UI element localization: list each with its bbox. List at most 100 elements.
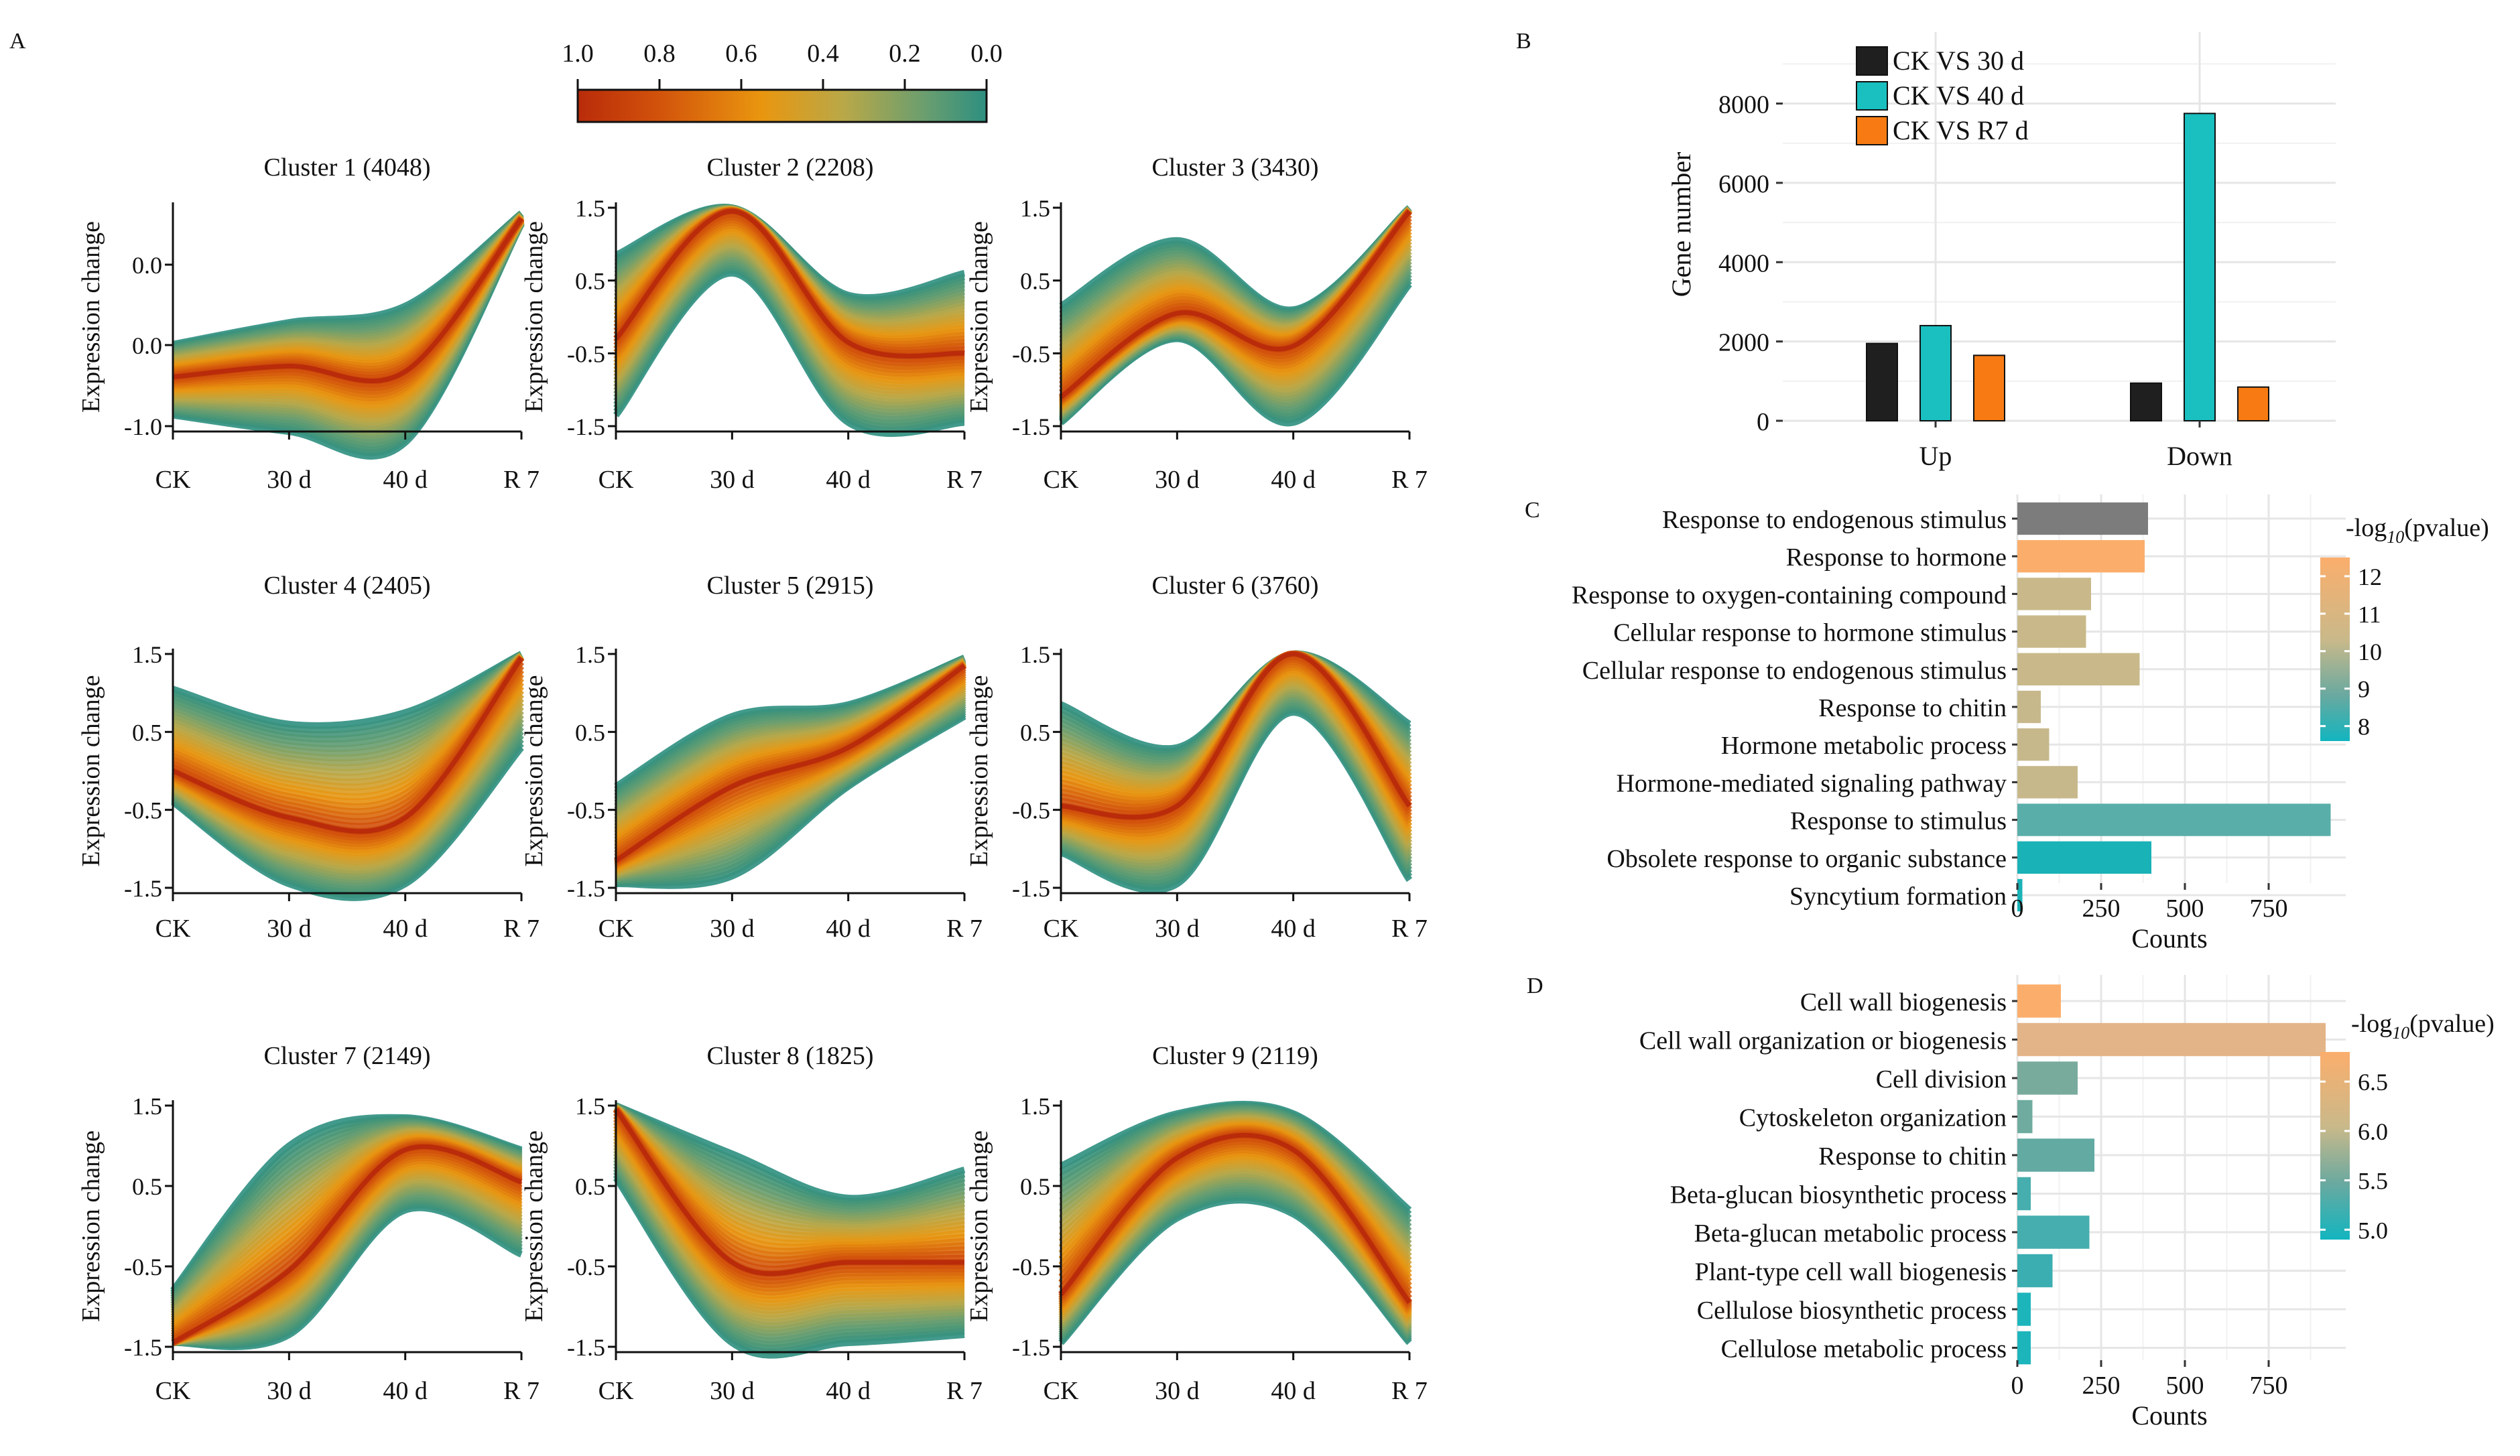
category-label: Obsolete response to organic substance (1606, 845, 2007, 873)
panel-b-bar-chart: Up Down 0 2000 4000 6000 8000 Gene number CK VS … (1666, 32, 2336, 471)
y-axis-title: Expression change (77, 675, 105, 867)
colorbar-tick-label: 9 (2358, 676, 2370, 703)
y-axis-title: Expression change (965, 675, 993, 867)
colorbar-tick-label: 12 (2358, 564, 2382, 590)
category-label: Response to hormone (1786, 543, 2007, 572)
bar (2017, 578, 2091, 610)
cluster-plot-9: Cluster 9 (2119) 1.5 0.5 -0.5 -1.5 CK 30 d 40 d… (965, 1042, 1428, 1405)
category-label: Cellulose biosynthetic process (1697, 1297, 2007, 1325)
x-tick-label: 40 d (826, 466, 871, 494)
legend-swatch (1856, 81, 1888, 111)
colorbar-title-unit: (pvalue) (2409, 1010, 2495, 1038)
cluster-center-line (615, 663, 966, 863)
category-label: Hormone metabolic process (1721, 732, 2007, 760)
colorbar-tick-label: 11 (2358, 601, 2381, 628)
bar (2017, 540, 2145, 573)
category-label: Hormone-mediated signaling pathway (1616, 769, 2007, 797)
y-tick-label: 1.5 (132, 641, 162, 668)
colorbar-tick-label: 0.6 (725, 40, 757, 68)
y-axis-title: Expression change (965, 1130, 993, 1322)
colorbar-gradient (2320, 1052, 2350, 1240)
x-tick-label: R 7 (946, 466, 983, 494)
cluster-center-line (172, 1144, 523, 1345)
x-tick-label: R 7 (946, 915, 983, 943)
y-tick-label: 1.5 (1020, 195, 1050, 222)
x-tick-label: 30 d (267, 915, 312, 943)
y-tick-label: 0.0 (132, 252, 162, 279)
colorbar-tick-label: 10 (2358, 639, 2382, 665)
bar (2237, 386, 2269, 421)
x-tick-label: 30 d (1155, 915, 1200, 943)
y-tick-label: -1.5 (1012, 1334, 1050, 1361)
x-tick-label: CK (155, 466, 191, 494)
cluster-plot-1: Cluster 1 (4048) 0.0 0.0 -1.0 CK 30 d 40 d R 7 E… (77, 153, 540, 494)
colorbar-tick-label: 6.5 (2358, 1069, 2388, 1096)
bar (2017, 803, 2331, 836)
category-label: Syncytium formation (1789, 882, 2007, 911)
y-axis-title: Expression change (520, 675, 548, 867)
x-tick-label: 30 d (267, 466, 312, 494)
category-label: Cell division (1876, 1065, 2007, 1094)
x-tick-label: 40 d (383, 1377, 428, 1405)
category-label: Response to stimulus (1790, 807, 2007, 836)
y-tick-label: -0.5 (1012, 797, 1050, 824)
bar (2017, 1100, 2033, 1134)
x-tick-label: Down (2167, 441, 2232, 471)
x-tick-label: 250 (2082, 895, 2121, 923)
x-tick-label: 30 d (710, 466, 755, 494)
cluster-plot-7: Cluster 7 (2149) 1.5 0.5 -0.5 -1.5 CK 30 d 40 d… (77, 1042, 540, 1405)
cluster-title: Cluster 9 (2119) (1152, 1042, 1318, 1070)
x-tick-label: CK (1044, 1377, 1079, 1405)
colorbar-title: -log10(pvalue) (2351, 1010, 2495, 1043)
bar (2017, 615, 2086, 648)
bar (2017, 1177, 2031, 1211)
y-axis-title: Expression change (965, 221, 993, 413)
y-tick-label: -1.5 (567, 413, 605, 440)
cluster-panels: Cluster 1 (4048) 0.0 0.0 -1.0 CK 30 d 40 d R 7 E… (77, 153, 1428, 1405)
bar (2017, 502, 2148, 535)
y-tick-label: 1.5 (575, 195, 605, 222)
cluster-title: Cluster 1 (4048) (263, 153, 430, 182)
colorbar-tick-label: 8 (2358, 714, 2370, 740)
x-tick-label: R 7 (503, 466, 540, 494)
colorbar-title-subscript: 10 (2387, 527, 2404, 547)
cluster-plot-4: Cluster 4 (2405) 1.5 0.5 -0.5 -1.5 CK 30 d 40 d… (77, 572, 540, 943)
colorbar-tick-label: 1.0 (562, 40, 594, 68)
y-tick-label: 2000 (1718, 329, 1769, 357)
y-tick-label: -1.5 (567, 875, 605, 902)
x-tick-label: 40 d (1271, 915, 1316, 943)
category-label: Cellulose metabolic process (1721, 1335, 2007, 1364)
bar (2017, 1254, 2053, 1288)
x-tick-label: 30 d (267, 1377, 312, 1405)
y-tick-label: -0.5 (1012, 340, 1050, 367)
y-tick-label: -1.5 (124, 1334, 162, 1361)
y-tick-label: 0.5 (132, 1173, 162, 1200)
x-tick-label: 40 d (383, 915, 428, 943)
y-tick-label: 0.0 (132, 332, 162, 359)
y-tick-label: 8000 (1718, 91, 1769, 119)
y-tick-label: -1.5 (1012, 875, 1050, 902)
cluster-center-line (172, 656, 523, 834)
colorbar-tick-label: 6.0 (2358, 1118, 2388, 1145)
y-axis-title: Expression change (520, 221, 548, 413)
x-tick-label: CK (598, 466, 634, 494)
bar (2017, 766, 2078, 799)
bar (2017, 690, 2041, 724)
category-label: Response to chitin (1818, 694, 2007, 722)
legend-swatch (1856, 116, 1888, 145)
colorbar-tick-label: 0.4 (807, 40, 839, 68)
colorbar-tick-label: 0.0 (970, 40, 1003, 68)
bar (2017, 1061, 2078, 1095)
category-label: Cellular response to endogenous stimulus (1582, 657, 2007, 685)
colorbar-title: -log10(pvalue) (2346, 514, 2489, 547)
cluster-plot-2: Cluster 2 (2208) 1.5 0.5 -0.5 -1.5 CK 30 d 40 d… (520, 153, 983, 494)
y-tick-label: -0.5 (567, 340, 605, 367)
y-tick-label: 1.5 (575, 641, 605, 668)
cluster-title: Cluster 7 (2149) (263, 1042, 430, 1070)
x-tick-label: CK (598, 915, 634, 943)
x-axis-title: Counts (2131, 1400, 2207, 1431)
colorbar-title-unit: (pvalue) (2404, 514, 2489, 542)
bar (2017, 1293, 2031, 1326)
x-tick-label: 750 (2250, 895, 2288, 923)
y-tick-label: -0.5 (124, 797, 162, 824)
